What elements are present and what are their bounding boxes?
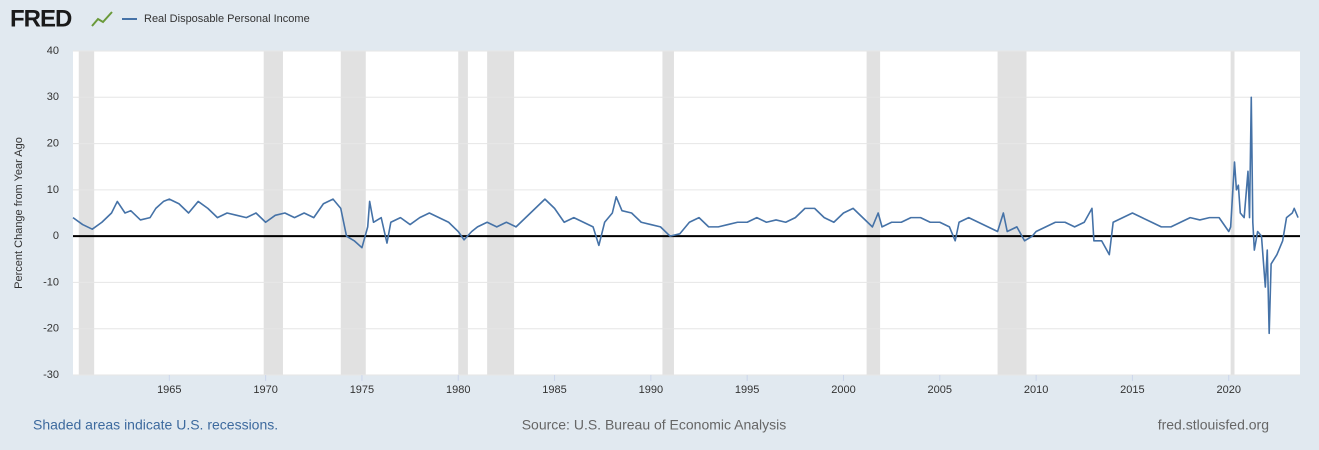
recession-band: [1230, 51, 1235, 375]
recession-band: [458, 51, 468, 375]
logo-icon: [91, 11, 113, 27]
y-tick-label: 40: [47, 45, 59, 57]
recession-band: [78, 51, 95, 375]
footer-site: fred.stlouisfed.org: [1158, 417, 1269, 433]
x-tick-label: 1965: [157, 384, 181, 396]
recession-band: [263, 51, 283, 375]
x-tick-label: 2010: [1024, 384, 1048, 396]
footer-note: Shaded areas indicate U.S. recessions.: [33, 417, 278, 433]
x-tick-label: 1990: [639, 384, 663, 396]
x-tick-label: 2000: [831, 384, 855, 396]
series-line: [72, 96, 1299, 335]
x-tick-label: 2005: [928, 384, 952, 396]
x-tick-label: 1980: [446, 384, 470, 396]
y-axis-label: Percent Change from Year Ago: [13, 137, 25, 289]
x-tick-label: 2015: [1120, 384, 1144, 396]
y-tick-label: -30: [43, 369, 59, 381]
y-tick-label: 0: [53, 230, 59, 242]
recession-band: [866, 51, 881, 375]
x-tick-label: 1995: [735, 384, 759, 396]
recession-band: [997, 51, 1027, 375]
x-tick-label: 1985: [542, 384, 566, 396]
y-tick-label: 10: [47, 184, 59, 196]
y-tick-label: 30: [47, 91, 59, 103]
x-tick-label: 1970: [253, 384, 277, 396]
y-tick-label: -10: [43, 276, 59, 288]
legend-label: Real Disposable Personal Income: [144, 13, 310, 25]
recession-band: [340, 51, 366, 375]
x-tick-label: 2020: [1216, 384, 1240, 396]
footer-source: Source: U.S. Bureau of Economic Analysis: [522, 417, 787, 433]
logo: FRED: [10, 5, 72, 32]
x-tick-label: 1975: [350, 384, 374, 396]
recession-band: [487, 51, 515, 375]
y-tick-label: -20: [43, 323, 59, 335]
recession-band: [662, 51, 674, 375]
y-tick-label: 20: [47, 137, 59, 149]
